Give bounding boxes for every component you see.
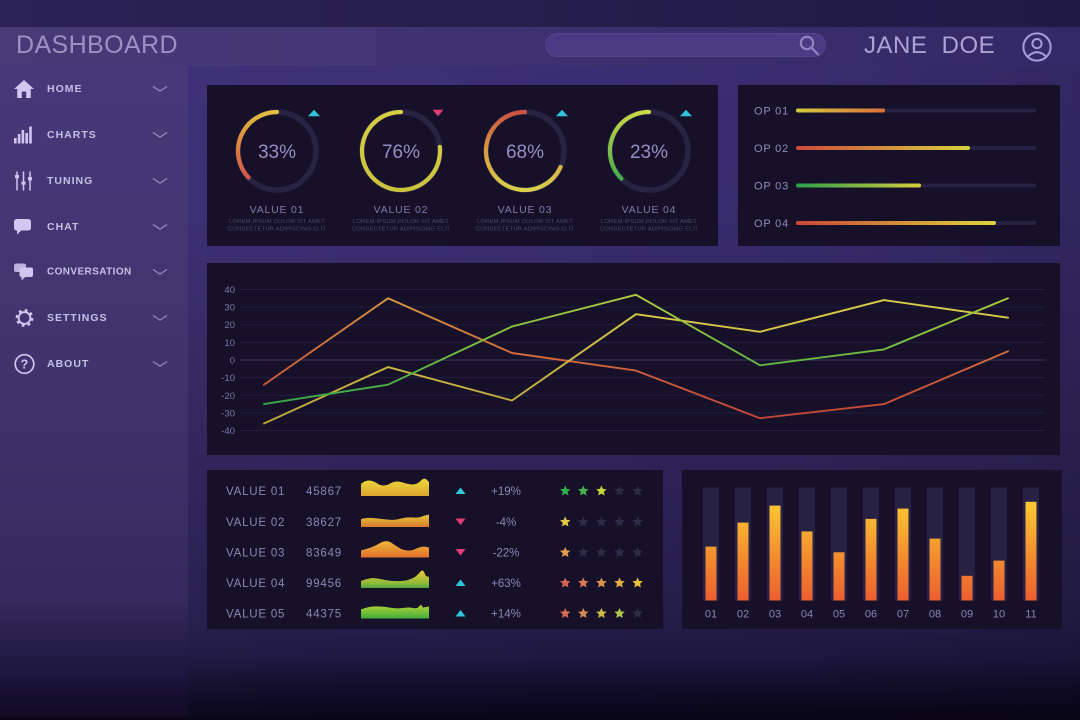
svg-text:10: 10 — [993, 609, 1005, 621]
svg-text:09: 09 — [961, 609, 973, 621]
svg-text:VALUE 03: VALUE 03 — [226, 548, 285, 560]
svg-text:23%: 23% — [630, 142, 668, 163]
svg-text:OP 04: OP 04 — [754, 218, 789, 230]
svg-text:30: 30 — [224, 303, 235, 314]
svg-text:0: 0 — [230, 356, 235, 367]
svg-text:05: 05 — [833, 609, 845, 621]
svg-text:-40: -40 — [221, 426, 235, 437]
svg-text:OP 03: OP 03 — [754, 181, 789, 193]
svg-text:68%: 68% — [506, 142, 544, 163]
svg-text:+63%: +63% — [491, 578, 521, 590]
svg-text:-10: -10 — [221, 373, 235, 384]
svg-text:VALUE 01: VALUE 01 — [250, 204, 305, 216]
svg-text:83649: 83649 — [306, 548, 342, 560]
svg-text:LOREM IPSUM DOLOR SIT AMET: LOREM IPSUM DOLOR SIT AMET — [229, 219, 325, 225]
svg-text:-30: -30 — [221, 408, 235, 419]
svg-text:08: 08 — [929, 609, 941, 621]
svg-text:02: 02 — [737, 609, 749, 621]
svg-text:CONSECTETUR ADIPISCING ELIT: CONSECTETUR ADIPISCING ELIT — [476, 227, 574, 233]
svg-text:-22%: -22% — [493, 548, 520, 560]
svg-text:VALUE 01: VALUE 01 — [226, 486, 285, 498]
svg-text:04: 04 — [801, 609, 813, 621]
svg-text:33%: 33% — [258, 142, 296, 163]
svg-text:LOREM IPSUM DOLOR SIT AMET: LOREM IPSUM DOLOR SIT AMET — [353, 219, 449, 225]
svg-text:20: 20 — [224, 320, 235, 331]
svg-text:VALUE 05: VALUE 05 — [226, 609, 285, 621]
svg-text:LOREM IPSUM DOLOR SIT AMET: LOREM IPSUM DOLOR SIT AMET — [477, 219, 573, 225]
svg-text:VALUE 03: VALUE 03 — [498, 204, 553, 216]
svg-text:VALUE 02: VALUE 02 — [226, 517, 285, 529]
svg-text:76%: 76% — [382, 142, 420, 163]
svg-text:CONSECTETUR ADIPISCING ELIT: CONSECTETUR ADIPISCING ELIT — [600, 227, 698, 233]
svg-text:CONSECTETUR ADIPISCING ELIT: CONSECTETUR ADIPISCING ELIT — [228, 227, 326, 233]
svg-text:OP 01: OP 01 — [754, 106, 789, 118]
svg-text:07: 07 — [897, 609, 909, 621]
svg-text:CONSECTETUR ADIPISCING ELIT: CONSECTETUR ADIPISCING ELIT — [352, 227, 450, 233]
svg-text:11: 11 — [1025, 609, 1036, 621]
svg-text:45867: 45867 — [306, 486, 342, 498]
svg-text:44375: 44375 — [306, 609, 342, 621]
svg-text:VALUE 04: VALUE 04 — [622, 204, 677, 216]
svg-text:38627: 38627 — [306, 517, 342, 529]
svg-text:40: 40 — [224, 285, 235, 296]
svg-text:+14%: +14% — [491, 609, 521, 621]
svg-text:VALUE 04: VALUE 04 — [226, 578, 285, 590]
svg-text:03: 03 — [769, 609, 781, 621]
svg-text:VALUE 02: VALUE 02 — [374, 204, 429, 216]
svg-text:+19%: +19% — [491, 486, 521, 498]
svg-text:-20: -20 — [221, 391, 235, 402]
svg-text:LOREM IPSUM DOLOR SIT AMET: LOREM IPSUM DOLOR SIT AMET — [601, 219, 697, 225]
svg-text:01: 01 — [705, 609, 717, 621]
svg-text:OP 02: OP 02 — [754, 143, 789, 155]
svg-text:99456: 99456 — [306, 578, 342, 590]
svg-text:06: 06 — [865, 609, 877, 621]
svg-text:?: ? — [21, 357, 29, 371]
svg-text:10: 10 — [224, 338, 235, 349]
svg-text:-4%: -4% — [496, 517, 516, 529]
